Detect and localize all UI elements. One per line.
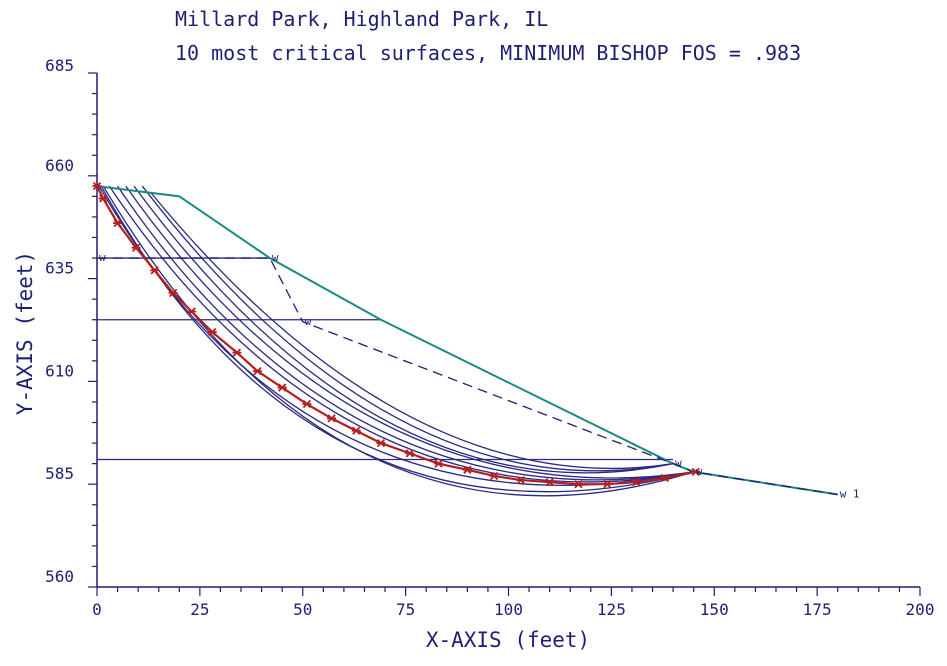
trial-surface-line (108, 185, 694, 483)
axes: 0 25 50 75 100 125 150 175 200 560 585 610 635 660 685 (45, 56, 934, 619)
chart-title-line2: 10 most critical surfaces, MINIMUM BISHO… (175, 41, 801, 65)
water-table-group (97, 257, 838, 496)
water-marker-label: w (675, 457, 682, 470)
critical-point-marker (131, 243, 141, 252)
trial-surface-line (133, 185, 674, 474)
y-tick-label: 560 (45, 567, 74, 586)
critical-point-marker (187, 307, 197, 316)
y-tick-label: 635 (45, 259, 74, 278)
critical-point-marker (376, 438, 386, 448)
critical-point-marker (168, 288, 178, 298)
critical-point-marker (327, 414, 337, 423)
horizontal-layers (97, 257, 674, 461)
y-tick-label: 660 (45, 156, 74, 175)
critical-point-marker (434, 459, 444, 468)
x-tick-label: 200 (906, 600, 935, 619)
trial-surface-line (98, 185, 694, 487)
y-tick-label: 585 (45, 464, 74, 483)
critical-point-marker (489, 471, 499, 481)
chart-title-line1: Millard Park, Highland Park, IL (175, 7, 548, 31)
water-marker-label: w (99, 251, 106, 264)
critical-point-marker (232, 348, 242, 357)
critical-point-marker (573, 480, 583, 489)
critical-point-marker (631, 478, 641, 487)
critical-point-marker (405, 449, 415, 458)
critical-point-marker (277, 383, 287, 392)
critical-point-marker (660, 473, 670, 483)
x-tick-label: 100 (494, 600, 523, 619)
critical-surface-group (92, 181, 701, 489)
y-tick-label-top: 685 (45, 56, 74, 75)
x-tick-label: 175 (803, 600, 832, 619)
x-tick-label: 0 (92, 600, 102, 619)
critical-point-marker (207, 327, 217, 337)
water-marker-label: w (305, 315, 312, 328)
trial-surface-line (117, 185, 694, 481)
critical-point-marker (113, 218, 123, 228)
critical-point-marker (92, 181, 102, 191)
critical-point-marker (691, 467, 701, 477)
x-tick-label: 150 (700, 600, 729, 619)
critical-point-marker (351, 426, 361, 435)
critical-point-marker (602, 480, 612, 489)
water-marker-group: w w w w w w 1 (99, 251, 860, 500)
critical-surface-line (96, 185, 696, 486)
water-marker-label: w (696, 465, 703, 478)
x-axis-label: X-AXIS (feet) (426, 628, 590, 652)
critical-point-marker (150, 266, 160, 275)
critical-point-marker (302, 399, 312, 409)
trial-surface-line (141, 185, 674, 472)
critical-point-marker (516, 475, 526, 485)
y-axis-label: Y-AXIS (feet) (13, 251, 37, 415)
trial-surface-line (125, 185, 694, 479)
critical-point-marker (462, 465, 472, 474)
critical-point-marker (252, 366, 262, 376)
y-tick-label: 610 (45, 361, 74, 380)
water-table-line (97, 257, 838, 496)
x-tick-label: 25 (190, 600, 209, 619)
critical-point-marker (545, 478, 555, 487)
x-tick-label: 125 (597, 600, 626, 619)
trial-surface-line (100, 185, 694, 493)
trial-surface-line (149, 191, 674, 470)
critical-point-marker (98, 194, 108, 203)
x-tick-label: 50 (293, 600, 312, 619)
x-tick-label: 75 (396, 600, 415, 619)
water-marker-label: w (272, 251, 279, 264)
water-marker-label: w 1 (840, 487, 860, 500)
trial-surface-line (102, 185, 694, 497)
